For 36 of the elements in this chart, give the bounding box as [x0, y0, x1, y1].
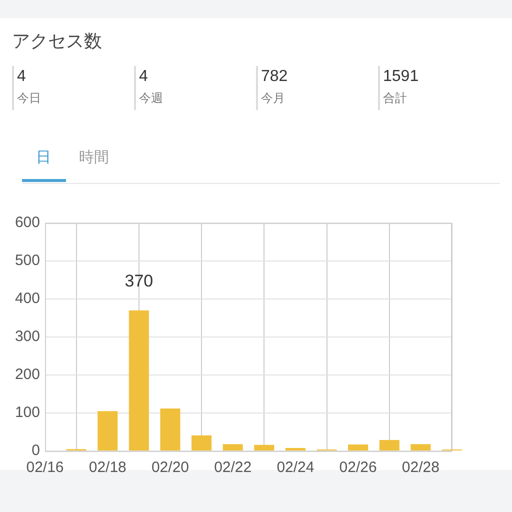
bar: [348, 444, 368, 450]
x-tick-label: 02/16: [26, 459, 64, 476]
y-tick-label: 300: [14, 328, 40, 346]
data-label: 4: [139, 67, 149, 87]
category-label: 今日: [17, 91, 41, 105]
y-tick-label: 600: [14, 214, 40, 232]
x-tick-label: 02/28: [402, 459, 440, 476]
x-tick-label: 02/18: [88, 459, 126, 476]
category-label: 今週: [139, 91, 163, 105]
x-tick-label: 02/26: [339, 459, 377, 476]
x-tick-label: 02/24: [276, 459, 314, 476]
bar: [285, 448, 306, 450]
y-tick-label: 400: [14, 290, 40, 308]
text: アクセス数: [12, 31, 102, 51]
bar: [160, 408, 180, 450]
x-tick-label: 02/20: [151, 459, 190, 476]
data-label: 782: [261, 67, 288, 87]
y-tick-label: 0: [32, 442, 40, 460]
category-label: 今月: [261, 91, 285, 105]
data-label: 4: [17, 67, 27, 87]
bar: [379, 440, 400, 450]
y-tick-label: 500: [14, 252, 40, 270]
y-tick-label: 100: [14, 404, 40, 422]
bar: [98, 411, 118, 450]
bar: [254, 444, 274, 450]
data-label: 370: [124, 272, 154, 291]
bar: [192, 435, 212, 450]
x-tick-label: 02/22: [214, 459, 252, 476]
bar: [410, 444, 431, 450]
y-tick-label: 200: [14, 366, 40, 384]
data-label: 1591: [383, 67, 419, 87]
text: 時間: [79, 149, 109, 166]
category-label: 合計: [383, 91, 407, 105]
bar: [222, 444, 243, 450]
text: 日: [36, 149, 51, 166]
bar: [128, 310, 149, 450]
